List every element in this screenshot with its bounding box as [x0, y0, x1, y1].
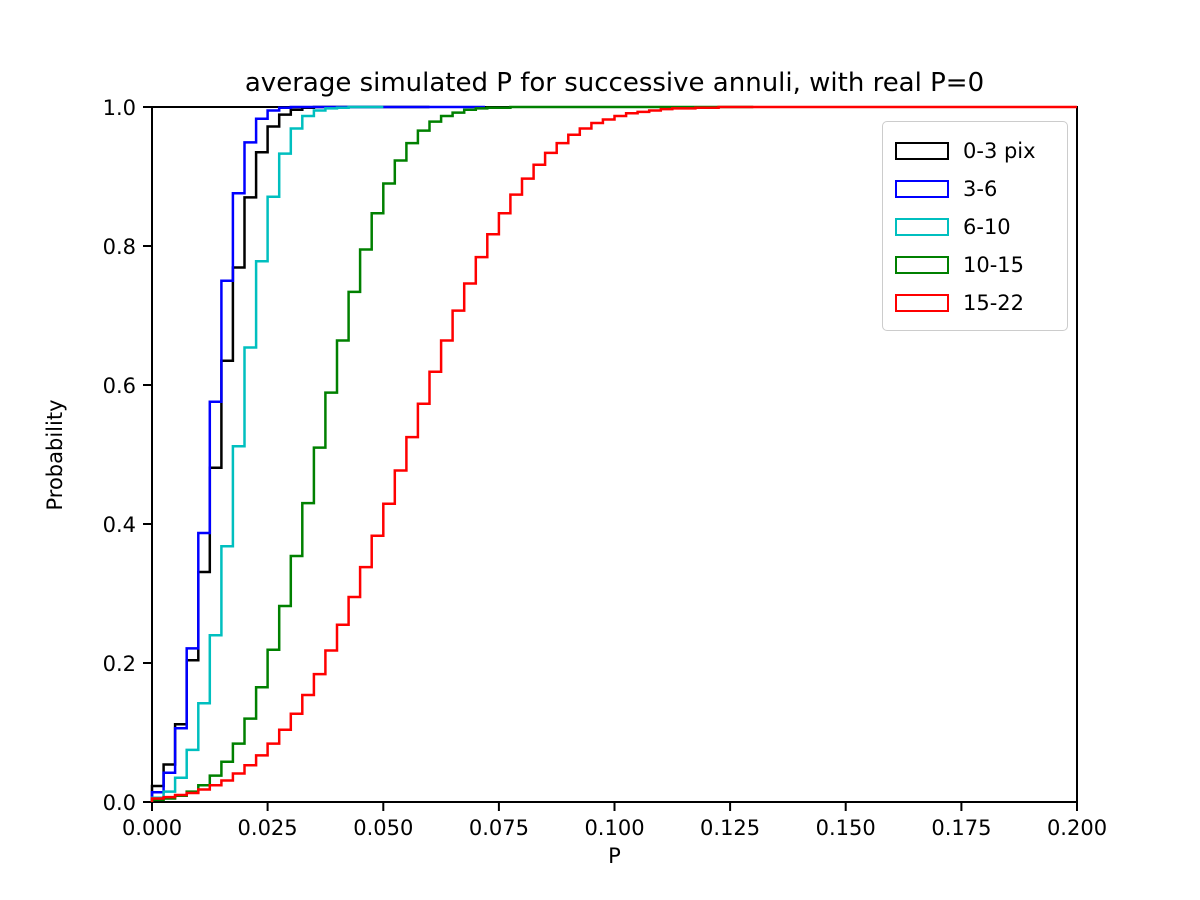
y-tick-label: 1.0	[103, 96, 136, 120]
legend-item: 15-22	[895, 284, 1055, 322]
legend-item: 3-6	[895, 170, 1055, 208]
x-tick-label: 0.050	[353, 816, 413, 840]
y-tick-label: 0.0	[103, 791, 136, 815]
legend-item-label: 6-10	[963, 215, 1011, 239]
legend-box: 0-3 pix 3-6 6-10 10-15 15-22	[882, 121, 1068, 331]
legend-item: 0-3 pix	[895, 132, 1055, 170]
x-tick-label: 0.000	[122, 816, 182, 840]
x-tick-label: 0.025	[238, 816, 298, 840]
legend-item-label: 10-15	[963, 253, 1025, 277]
legend-swatch-icon	[895, 180, 949, 198]
x-tick-label: 0.175	[931, 816, 991, 840]
series-line-6-10	[150, 105, 384, 802]
x-axis-label: P	[608, 844, 621, 868]
legend-item: 10-15	[895, 246, 1055, 284]
series-line-0-3-pix	[150, 105, 430, 802]
x-tick-label: 0.100	[584, 816, 644, 840]
legend-swatch-icon	[895, 256, 949, 274]
legend-item-label: 15-22	[963, 291, 1025, 315]
y-tick-label: 0.6	[103, 374, 136, 398]
y-tick-label: 0.4	[103, 513, 136, 537]
legend-item: 6-10	[895, 208, 1055, 246]
legend-item-label: 0-3 pix	[963, 139, 1036, 163]
y-tick-label: 0.2	[103, 652, 136, 676]
x-tick-label: 0.125	[700, 816, 760, 840]
y-tick-label: 0.8	[103, 235, 136, 259]
x-tick-label: 0.200	[1047, 816, 1107, 840]
series-line-15-22	[150, 105, 1077, 802]
series-line-10-15	[150, 105, 754, 802]
legend-swatch-icon	[895, 142, 949, 160]
x-tick-label: 0.075	[469, 816, 529, 840]
legend-swatch-icon	[895, 218, 949, 236]
chart-title: average simulated P for successive annul…	[244, 68, 985, 98]
x-tick-label: 0.150	[816, 816, 876, 840]
legend-swatch-icon	[895, 294, 949, 312]
legend-item-label: 3-6	[963, 177, 998, 201]
y-axis-label: Probability	[43, 399, 67, 511]
series-line-3-6	[150, 105, 485, 802]
